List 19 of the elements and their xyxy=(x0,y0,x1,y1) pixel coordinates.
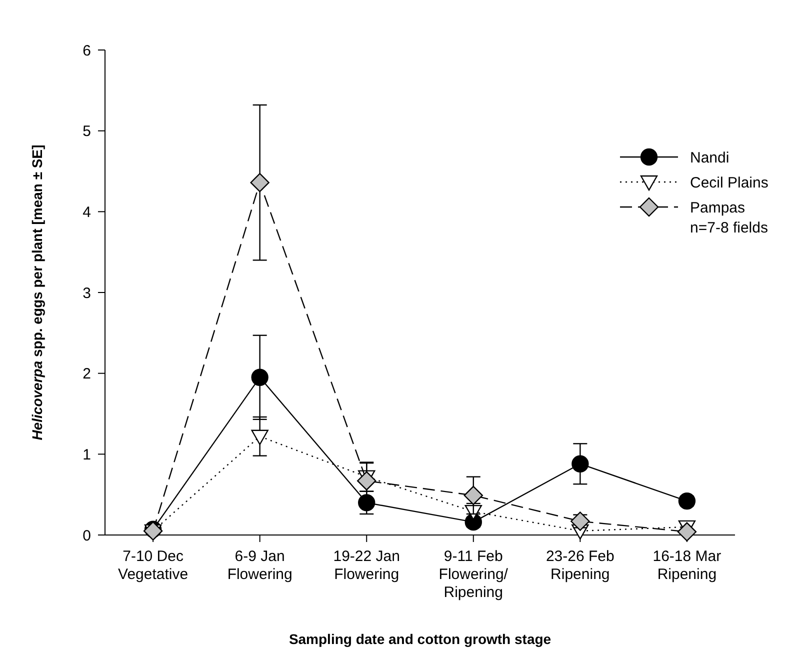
legend-label: Pampas xyxy=(690,199,746,216)
y-tick-label: 0 xyxy=(82,527,91,544)
y-axis-title: Helicoverpa spp. eggs per plant [mean ± SE] xyxy=(29,144,45,440)
y-tick-label: 4 xyxy=(82,204,91,221)
y-tick-label: 1 xyxy=(82,446,91,464)
x-tick-label: 23-26 Feb Ripening xyxy=(546,548,614,583)
legend-label: Cecil Plains xyxy=(690,174,768,192)
y-tick-label: 5 xyxy=(82,123,91,140)
x-axis-title: Sampling date and cotton growth stage xyxy=(288,631,552,647)
y-tick-label: 2 xyxy=(82,366,91,383)
legend-label: Nandi xyxy=(690,149,730,166)
x-tick-label: 9-11 Feb Flowering/ Ripening xyxy=(438,548,509,601)
x-tick-label: 19-22 Jan Flowering xyxy=(333,548,400,583)
x-tick-label: 6-9 Jan Flowering xyxy=(227,548,292,583)
y-tick-label: 3 xyxy=(82,284,91,302)
x-tick-label: 7-10 Dec Vegetative xyxy=(118,548,188,583)
y-tick-label: 6 xyxy=(82,42,91,60)
annotation: n=7-8 fields xyxy=(690,219,768,236)
x-tick-label: 16-18 Mar Ripening xyxy=(652,548,722,583)
